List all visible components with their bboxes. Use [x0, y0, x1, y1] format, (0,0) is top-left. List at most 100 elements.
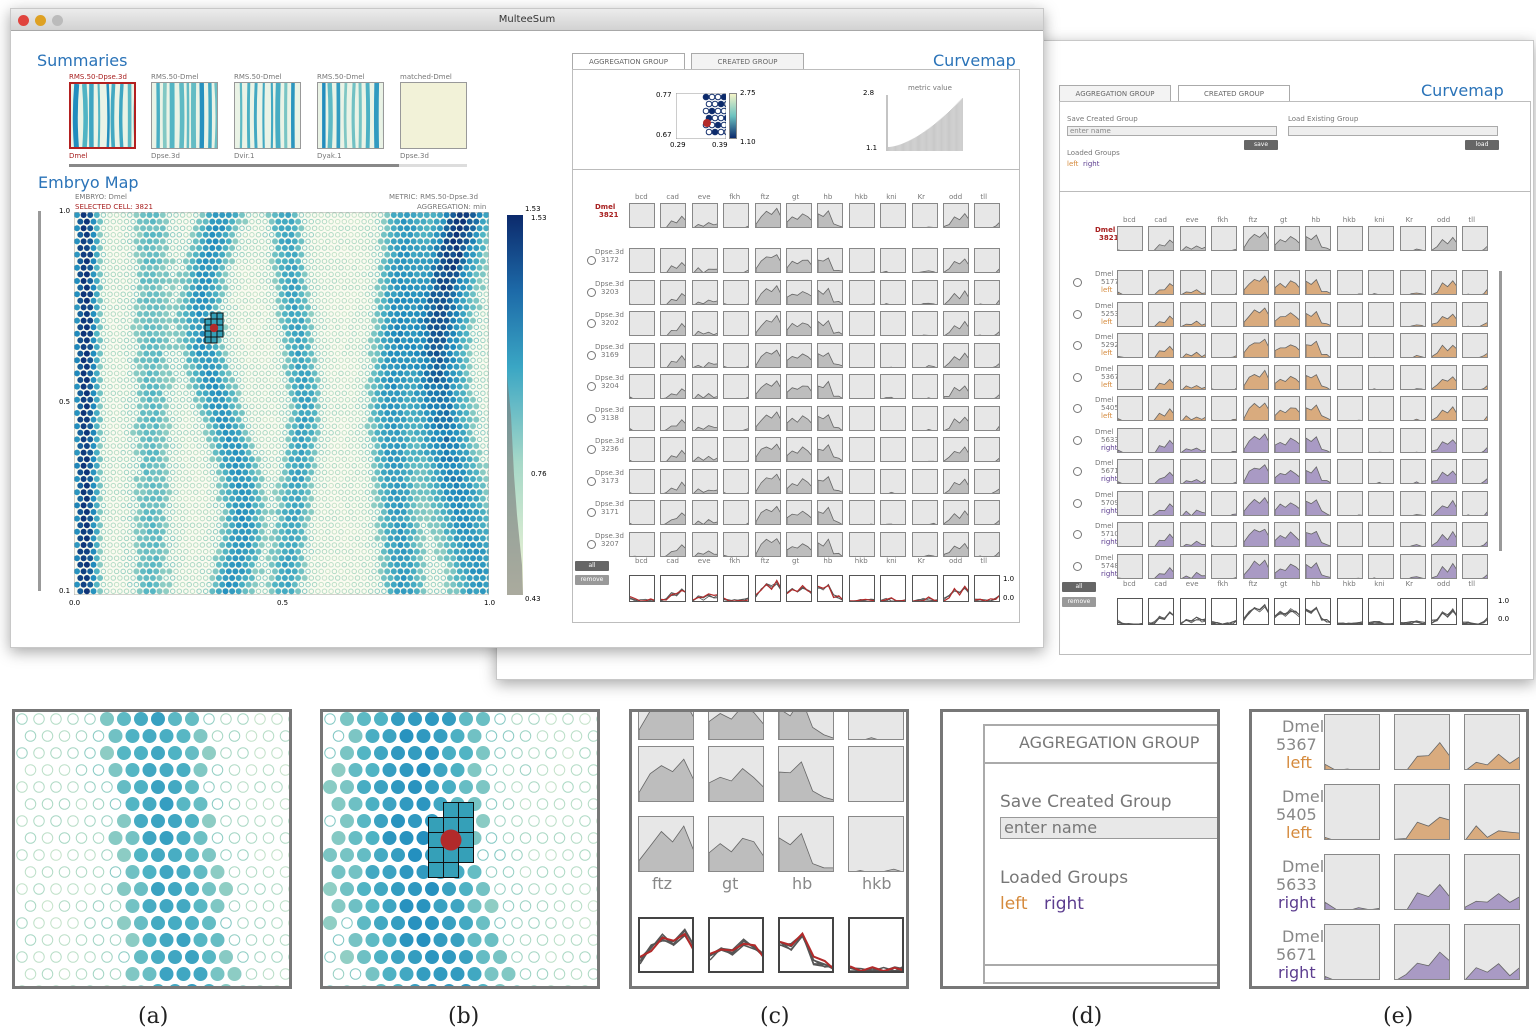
curve-cell[interactable] [1368, 270, 1395, 295]
curve-cell[interactable] [660, 531, 687, 557]
curve-cell[interactable] [974, 279, 1001, 305]
curve-cell[interactable] [880, 203, 907, 228]
curve-cell[interactable] [691, 500, 718, 525]
curve-cell[interactable] [848, 816, 904, 872]
curve-cell[interactable] [848, 468, 875, 494]
curve-cell[interactable] [974, 203, 1001, 228]
all-button[interactable]: all [1062, 582, 1096, 592]
curve-cell[interactable] [848, 531, 875, 557]
curve-cell[interactable] [1368, 226, 1395, 251]
aggregate-cell[interactable] [848, 575, 875, 602]
curve-cell[interactable] [1148, 333, 1175, 358]
curve-cell[interactable] [974, 468, 1001, 494]
curve-cell[interactable] [1305, 427, 1332, 453]
curve-cell[interactable] [1242, 396, 1269, 421]
curve-cell[interactable] [1462, 459, 1489, 484]
aggregate-cell[interactable] [1336, 598, 1363, 625]
curve-cell[interactable] [691, 405, 718, 431]
curve-cell[interactable] [880, 405, 907, 431]
curve-cell[interactable] [1179, 301, 1206, 327]
curve-cell[interactable] [1179, 490, 1206, 516]
aggregate-cell[interactable] [754, 575, 781, 602]
detail-d-right[interactable]: right [1044, 894, 1084, 914]
curve-cell[interactable] [817, 468, 844, 494]
curve-cell[interactable] [754, 405, 781, 431]
curve-cell[interactable] [1117, 364, 1143, 390]
curve-cell[interactable] [1179, 427, 1206, 453]
curve-cell[interactable] [723, 374, 750, 399]
curve-cell[interactable] [691, 203, 718, 228]
curve-cell[interactable] [1242, 490, 1269, 516]
curve-cell[interactable] [1462, 396, 1489, 421]
curve-cell[interactable] [723, 279, 750, 305]
group-name-input[interactable]: enter name [1067, 126, 1277, 136]
curve-cell[interactable] [848, 311, 875, 336]
curve-cell[interactable] [943, 279, 969, 305]
curve-cell[interactable] [660, 342, 687, 368]
curve-cell[interactable] [629, 468, 655, 494]
curve-cell[interactable] [660, 203, 687, 228]
embryo-slider[interactable] [38, 211, 41, 591]
curve-cell[interactable] [1431, 364, 1457, 390]
row-radio[interactable] [1073, 341, 1082, 350]
aggregate-cell[interactable] [708, 917, 764, 973]
curve-cell[interactable] [691, 311, 718, 336]
curve-cell[interactable] [786, 500, 812, 525]
curve-cell[interactable] [691, 279, 718, 305]
curve-cell[interactable] [1274, 427, 1300, 453]
curve-cell[interactable] [1117, 522, 1143, 547]
curve-cell[interactable] [638, 746, 694, 802]
curve-cell[interactable] [1274, 490, 1300, 516]
curve-cell[interactable] [911, 311, 938, 336]
curve-cell[interactable] [786, 279, 812, 305]
curve-cell[interactable] [1211, 396, 1238, 421]
curve-cell[interactable] [1242, 270, 1269, 295]
curve-cell[interactable] [880, 531, 907, 557]
curve-cell[interactable] [1399, 553, 1426, 579]
curve-cell[interactable] [786, 342, 812, 368]
curve-cell[interactable] [629, 203, 655, 228]
curve-cell[interactable] [848, 279, 875, 305]
curve-cell[interactable] [943, 500, 969, 525]
curve-cell[interactable] [1305, 301, 1332, 327]
aggregate-cell[interactable] [911, 575, 938, 602]
curve-cell[interactable] [1148, 427, 1175, 453]
curve-cell[interactable] [660, 279, 687, 305]
curve-cell[interactable] [1394, 784, 1450, 840]
aggregate-cell[interactable] [1274, 598, 1300, 625]
curve-cell[interactable] [974, 311, 1001, 336]
curve-cell[interactable] [1462, 522, 1489, 547]
curve-cell[interactable] [1117, 226, 1143, 251]
curve-cell[interactable] [974, 437, 1001, 462]
curve-cell[interactable] [1305, 490, 1332, 516]
row-radio[interactable] [587, 350, 596, 360]
curve-cell[interactable] [943, 531, 969, 557]
curve-cell[interactable] [723, 531, 750, 557]
curve-cell[interactable] [1148, 490, 1175, 516]
curve-cell[interactable] [974, 405, 1001, 431]
summary-thumb[interactable] [234, 82, 301, 149]
row-radio[interactable] [1073, 530, 1082, 539]
curve-cell[interactable] [817, 203, 844, 228]
curve-cell[interactable] [1211, 522, 1238, 547]
save-button[interactable]: save [1244, 140, 1278, 150]
curve-cell[interactable] [1336, 270, 1363, 295]
scrollbar[interactable] [1499, 271, 1502, 551]
curve-cell[interactable] [1211, 364, 1238, 390]
curve-cell[interactable] [1431, 333, 1457, 358]
curve-cell[interactable] [1462, 333, 1489, 358]
row-radio[interactable] [587, 382, 596, 391]
curve-cell[interactable] [1431, 270, 1457, 295]
curve-cell[interactable] [629, 248, 655, 273]
curve-cell[interactable] [1148, 553, 1175, 579]
close-button[interactable] [18, 15, 29, 26]
curve-cell[interactable] [911, 437, 938, 462]
aggregate-cell[interactable] [1148, 598, 1175, 625]
curve-cell[interactable] [817, 279, 844, 305]
curve-cell[interactable] [911, 248, 938, 273]
curve-cell[interactable] [1117, 333, 1143, 358]
curve-cell[interactable] [754, 248, 781, 273]
curve-cell[interactable] [1336, 226, 1363, 251]
curve-cell[interactable] [880, 248, 907, 273]
curve-cell[interactable] [1399, 522, 1426, 547]
